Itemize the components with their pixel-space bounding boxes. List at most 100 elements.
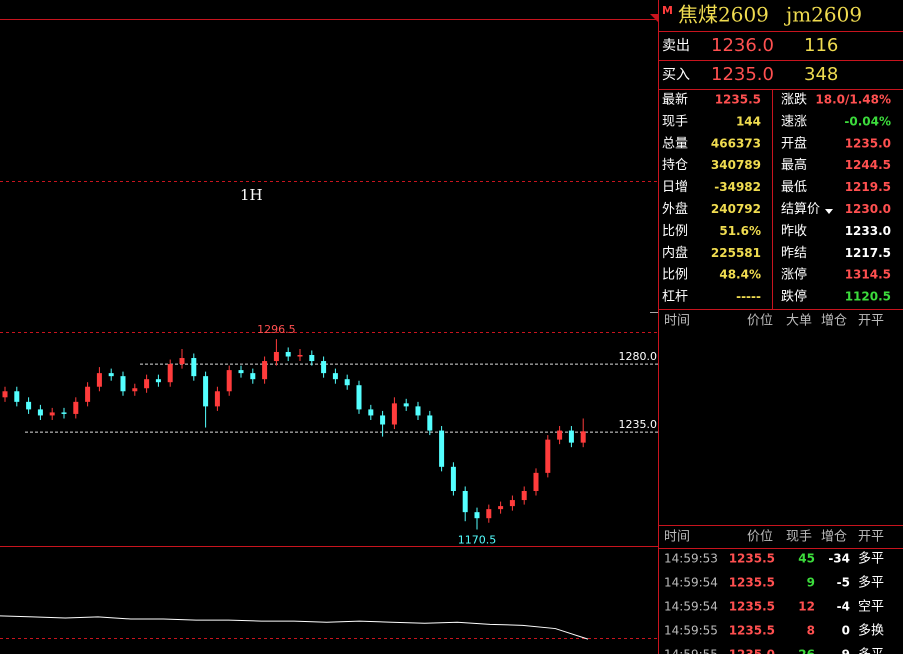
column-header: 价位	[747, 314, 773, 329]
quote-label: 卖出	[662, 38, 690, 54]
trade-cell: 多换	[858, 623, 884, 639]
candle-body	[545, 439, 551, 473]
stat-value: 1219.5	[845, 180, 891, 194]
candle-body	[309, 355, 315, 362]
candle-body	[49, 412, 55, 416]
stat-value: -----	[736, 290, 761, 304]
candle-body	[450, 466, 456, 491]
stat-value: 51.6%	[719, 224, 761, 238]
trade-cell: -34	[828, 552, 850, 566]
stat-label: 涨跌	[781, 92, 807, 108]
stat-label: 最低	[781, 180, 807, 195]
candle-body	[297, 355, 303, 357]
price-line-label: 1280.0	[619, 350, 658, 363]
candle-body	[474, 512, 480, 519]
quote-volume: 116	[804, 35, 838, 56]
column-header: 现手	[786, 530, 812, 545]
candle-body	[167, 364, 173, 383]
candle-body	[403, 403, 409, 407]
candle-body	[96, 373, 102, 387]
stat-value: 18.0/1.48%	[815, 93, 891, 107]
candle-body	[179, 358, 185, 365]
candle-body	[250, 373, 256, 380]
stat-value: 1235.5	[715, 93, 761, 107]
candle-body	[26, 401, 32, 410]
candle-body	[415, 406, 421, 416]
candle-body	[144, 379, 150, 389]
dropdown-arrow[interactable]	[825, 209, 833, 214]
trade-cell: -5	[837, 576, 850, 590]
candle-body	[85, 386, 91, 402]
trade-cell: 多平	[858, 575, 884, 591]
stat-value: -34982	[714, 180, 761, 194]
candle-body	[214, 391, 220, 407]
column-header: 增仓	[821, 314, 847, 329]
candle-body	[226, 370, 232, 392]
trade-cell: 多平	[858, 647, 884, 654]
stat-value: 225581	[711, 246, 761, 260]
stat-value: 1235.0	[845, 136, 891, 150]
candle-body	[191, 358, 197, 377]
candle-body	[368, 409, 374, 416]
stat-label: 总量	[662, 136, 688, 151]
stat-label: 比例	[662, 268, 688, 283]
candle-body	[332, 373, 338, 380]
stat-label: 开盘	[781, 135, 807, 151]
quote-volume: 348	[804, 64, 838, 85]
quote-price: 1235.0	[711, 64, 774, 85]
candle-body	[356, 385, 362, 410]
stat-label: 昨收	[781, 224, 807, 239]
quote-price: 1236.0	[711, 35, 774, 56]
stat-label: 最新	[662, 92, 688, 108]
candle-body	[155, 379, 161, 383]
column-header: 时间	[664, 530, 690, 545]
column-header: 价位	[747, 530, 773, 545]
high-label: 1296.5	[257, 323, 296, 336]
candle-body	[580, 431, 586, 443]
trade-cell: 8	[807, 624, 815, 638]
column-header: 大单	[786, 314, 812, 329]
flag: M	[662, 4, 673, 17]
stat-label: 涨停	[781, 267, 807, 283]
stat-label: 内盘	[662, 245, 688, 261]
trade-cell: 14:59:55	[664, 624, 718, 638]
candle-body	[132, 388, 138, 392]
stat-value: 340789	[711, 158, 761, 172]
stat-value: 1230.0	[845, 202, 891, 216]
trade-cell: 9	[842, 648, 850, 654]
candle-body	[509, 500, 515, 507]
candle-body	[391, 403, 397, 425]
trade-cell: 12	[798, 600, 815, 614]
candle-body	[486, 509, 492, 519]
trade-cell: 多平	[858, 551, 884, 567]
candle-body	[285, 351, 291, 357]
candle-body	[273, 351, 279, 362]
column-header: 增仓	[821, 530, 847, 545]
candle-body	[73, 401, 79, 414]
stat-value: 48.4%	[719, 268, 761, 282]
stat-value: -0.04%	[844, 114, 891, 128]
trade-cell: 1235.5	[729, 600, 775, 614]
trade-cell: 14:59:53	[664, 552, 718, 566]
code: jm2609	[784, 3, 862, 27]
candle-body	[521, 490, 527, 501]
candle-body	[61, 412, 67, 414]
candle-body	[439, 430, 445, 467]
stat-value: 240792	[711, 202, 761, 216]
stat-label: 比例	[662, 224, 688, 239]
candle-body	[203, 376, 209, 407]
column-header: 开平	[858, 314, 884, 329]
candle-body	[568, 430, 574, 443]
stat-value: 1233.0	[845, 224, 891, 238]
trade-cell: -4	[837, 600, 850, 614]
candle-body	[2, 391, 8, 398]
trade-cell: 1235.5	[729, 552, 775, 566]
column-header: 时间	[664, 314, 690, 329]
trade-cell: 1235.0	[729, 648, 775, 654]
candle-body	[14, 391, 20, 402]
stat-label: 跌停	[781, 289, 807, 305]
stat-label: 昨结	[781, 246, 807, 261]
candle-body	[462, 490, 468, 513]
